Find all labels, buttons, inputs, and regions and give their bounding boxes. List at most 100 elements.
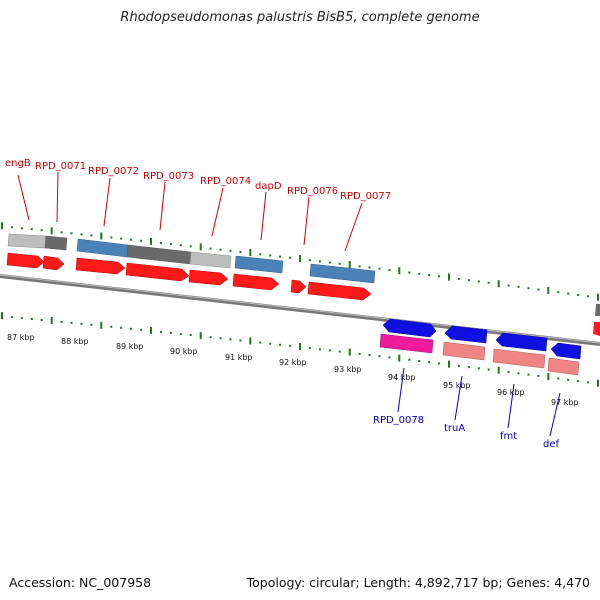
lower-tick-mark	[428, 361, 431, 364]
lower-tick-mark	[70, 321, 73, 324]
kbp-label: 94 kbp	[388, 373, 416, 382]
lower-tick-mark	[269, 342, 272, 345]
kbp-label: 90 kbp	[170, 347, 198, 356]
lower-tick-mark	[438, 362, 441, 365]
upper-tick-mark	[299, 255, 301, 262]
lower-tick-mark	[597, 379, 599, 387]
lower-tick-mark	[388, 356, 391, 359]
lower-tick-mark	[497, 366, 500, 374]
lower-tick-mark	[448, 360, 450, 368]
lower-tick-mark	[10, 316, 13, 319]
cds-RPD-0074[interactable]	[188, 269, 229, 286]
kbp-label: 89 kbp	[116, 342, 144, 351]
lower-tick-mark	[229, 338, 232, 341]
upper-tick-mark	[587, 295, 590, 298]
gene-truA[interactable]	[444, 325, 488, 344]
label-engB: engB	[5, 158, 31, 169]
lower-tick-mark	[90, 323, 93, 326]
upper-tick-mark	[358, 265, 361, 268]
label-RPD-0077: RPD_0077	[340, 191, 391, 202]
cds-RPD-0071[interactable]	[42, 255, 65, 271]
lower-tick-mark	[318, 348, 321, 351]
upper-tick-mark	[100, 232, 103, 240]
gene-offscreen-right[interactable]	[595, 304, 600, 316]
lower-tick-mark	[279, 343, 282, 346]
upper-tick-mark	[467, 279, 470, 282]
gene-def[interactable]	[550, 342, 582, 360]
cds-offscreen-right[interactable]	[593, 322, 600, 336]
cds-def[interactable]	[547, 357, 580, 376]
reverse-gene-track-upper	[382, 318, 582, 360]
lower-tick-mark	[507, 371, 510, 374]
lower-tick-mark	[60, 320, 63, 323]
gene-fmt[interactable]	[495, 332, 548, 352]
upper-tick-mark	[169, 243, 172, 246]
gene-engB[interactable]	[7, 233, 47, 249]
lower-tick-mark	[179, 333, 182, 335]
label-truA: truA	[444, 423, 465, 434]
kbp-label: 91 kbp	[225, 353, 253, 362]
upper-tick-mark	[507, 284, 510, 287]
lower-tick-mark	[100, 321, 103, 329]
lower-tick-mark	[140, 328, 143, 331]
lower-tick-mark	[457, 364, 460, 367]
cds-RPD-0077[interactable]	[307, 281, 372, 301]
upper-tick-mark	[597, 293, 599, 301]
cds-RPD-0072[interactable]	[75, 257, 126, 275]
upper-tick-mark	[150, 237, 152, 245]
kbp-label: 92 kbp	[279, 358, 307, 367]
forward-gene-track-upper	[7, 233, 600, 316]
gene-RPD-0073[interactable]	[126, 244, 192, 265]
upper-tick-mark	[398, 267, 401, 275]
cds-engB[interactable]	[6, 252, 45, 269]
upper-tick-mark	[497, 280, 500, 288]
upper-tick-mark	[308, 259, 311, 262]
cds-truA[interactable]	[442, 341, 486, 361]
upper-tick-mark	[328, 261, 331, 264]
cds-RPD-0073[interactable]	[125, 262, 190, 282]
lower-tick-mark	[418, 360, 421, 362]
upper-tick-mark	[110, 236, 113, 239]
lower-tick-mark	[239, 339, 242, 342]
upper-tick-mark	[408, 271, 411, 274]
gene-RPD-0072[interactable]	[76, 238, 129, 258]
cds-fmt[interactable]	[492, 348, 546, 369]
lower-tick-mark	[557, 377, 560, 380]
upper-tick-mark	[130, 238, 133, 241]
upper-tick-mark	[249, 249, 252, 257]
upper-tick-mark	[10, 226, 13, 229]
label-RPD-0073: RPD_0073	[143, 171, 194, 182]
upper-tick-mark	[348, 261, 351, 268]
lower-tick-mark	[378, 355, 381, 358]
cds-dapD[interactable]	[232, 273, 280, 291]
gene-RPD-0074[interactable]	[189, 251, 232, 269]
upper-tick-mark	[140, 239, 143, 242]
genome-backbone	[0, 274, 600, 346]
upper-tick-mark	[80, 233, 83, 236]
upper-tick-mark	[259, 253, 262, 256]
lower-tick-mark	[259, 341, 262, 344]
lower-tick-mark	[338, 350, 341, 353]
gene-RPD-0071[interactable]	[44, 235, 68, 251]
upper-tick-mark	[418, 272, 421, 275]
upper-tick-mark	[557, 291, 560, 294]
label-fmt: fmt	[500, 431, 517, 442]
upper-tick-mark	[368, 266, 371, 269]
gene-dapD[interactable]	[234, 255, 284, 274]
lower-tick-mark	[308, 347, 311, 350]
kbp-label: 96 kbp	[497, 388, 525, 397]
upper-tick-mark	[567, 292, 570, 295]
upper-tick-mark	[179, 244, 182, 247]
lower-tick-row	[1, 312, 599, 387]
cds-RPD-0076[interactable]	[290, 279, 307, 294]
gene-RPD-0077[interactable]	[309, 263, 376, 284]
cds-RPD-0078[interactable]	[379, 333, 434, 354]
upper-tick-mark	[289, 256, 292, 259]
gene-RPD-0078[interactable]	[382, 318, 437, 338]
lower-tick-mark	[587, 381, 590, 384]
lower-tick-mark	[219, 337, 222, 340]
upper-tick-mark	[318, 260, 321, 263]
upper-tick-mark	[279, 255, 282, 258]
upper-tick-mark	[209, 247, 212, 250]
